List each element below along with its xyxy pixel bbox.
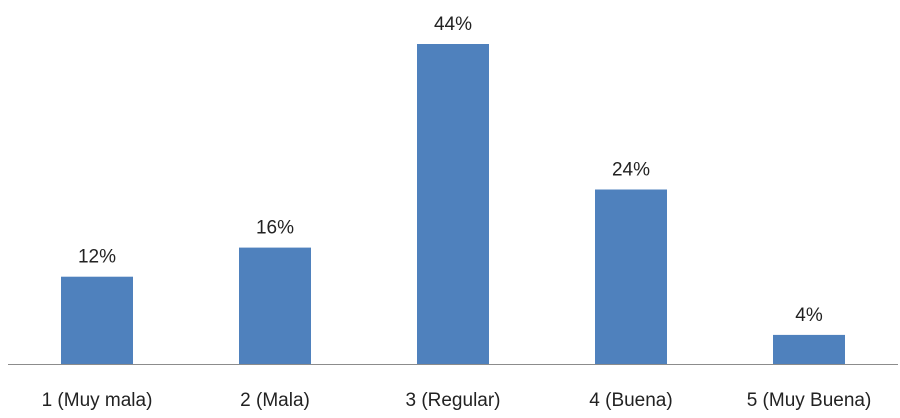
bar-3 bbox=[417, 44, 489, 364]
x-tick-label-1: 1 (Muy mala) bbox=[42, 390, 153, 411]
bar-5 bbox=[773, 334, 845, 364]
data-label-1: 12% bbox=[78, 247, 116, 268]
x-tick-label-2: 2 (Mala) bbox=[240, 390, 310, 411]
x-tick-label-4: 4 (Buena) bbox=[589, 390, 672, 411]
data-labels-group: 12% 16% 44% 24% 4% bbox=[78, 14, 823, 326]
bar-4 bbox=[595, 189, 667, 364]
data-label-5: 4% bbox=[795, 305, 823, 326]
x-tick-label-5: 5 (Muy Buena) bbox=[747, 390, 872, 411]
data-label-4: 24% bbox=[612, 160, 650, 181]
bar-2 bbox=[239, 247, 311, 364]
data-label-3: 44% bbox=[434, 14, 472, 35]
bars-group bbox=[61, 44, 845, 364]
x-tick-labels-group: 1 (Muy mala) 2 (Mala) 3 (Regular) 4 (Buena)… bbox=[42, 390, 872, 411]
data-label-2: 16% bbox=[256, 218, 294, 239]
bar-1 bbox=[61, 276, 133, 364]
x-tick-label-3: 3 (Regular) bbox=[405, 390, 500, 411]
